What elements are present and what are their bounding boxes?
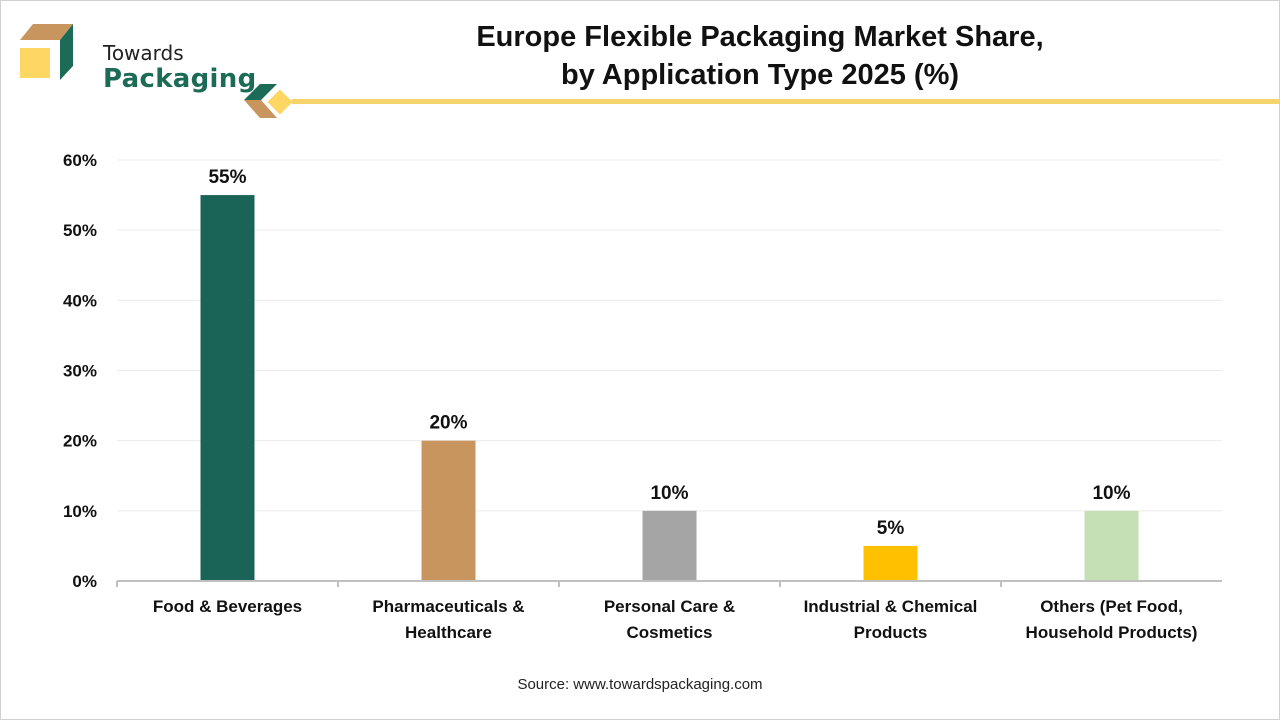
y-tick-label: 0% [72,572,97,591]
data-label: 10% [1092,483,1130,504]
bar [421,440,476,581]
chart-title: Europe Flexible Packaging Market Share, … [340,18,1180,94]
data-label: 10% [650,483,688,504]
brand-name-line2: Packaging [103,64,257,94]
box-logo-icon [20,24,73,80]
title-line-1: Europe Flexible Packaging Market Share, [476,21,1044,53]
y-tick-label: 20% [63,432,97,451]
y-tick-label: 40% [63,291,97,310]
y-tick-label: 60% [63,151,97,170]
bar [863,545,918,581]
source-note: Source: www.towardspackaging.com [517,676,763,693]
title-underline [292,99,1280,104]
brand-name-line1: Towards [103,41,184,65]
x-tick-label: Food & Beverages [152,597,303,616]
bar [642,510,697,581]
decorative-arrow-icon [244,84,296,118]
brand-logo: Towards Packaging [18,22,256,94]
y-tick-label: 10% [63,502,97,521]
bar [1084,510,1139,581]
title-line-2: by Application Type 2025 (%) [560,59,960,91]
data-label: 55% [208,167,246,188]
data-label: 20% [429,413,467,434]
y-tick-label: 30% [63,362,97,381]
x-tick-label: Industrial & Chemical Products [803,597,978,642]
x-tick-label: Others (Pet Food, Household Products) [1025,597,1198,642]
y-tick-label: 50% [63,221,97,240]
bar [200,195,255,582]
x-tick-label: Personal Care & Cosmetics [603,597,736,642]
x-tick-label: Pharmaceuticals & Healthcare [372,597,525,642]
data-label: 5% [877,518,905,539]
